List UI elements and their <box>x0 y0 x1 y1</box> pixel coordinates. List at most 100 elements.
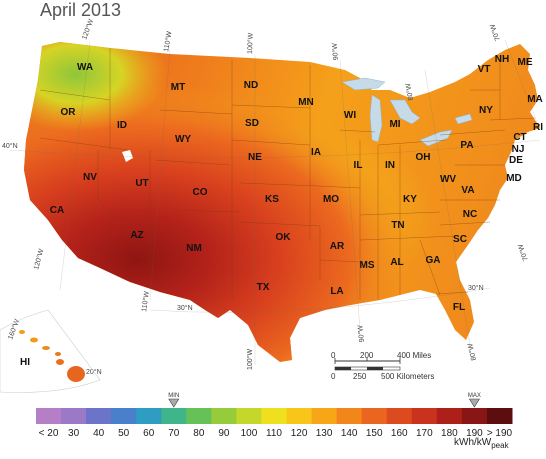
legend-tick-label: 120 <box>291 428 308 439</box>
scale-miles-200: 200 <box>360 351 374 360</box>
state-label-mi: MI <box>389 119 400 130</box>
coordinate-label: 70°W <box>488 23 502 42</box>
state-label-hi: HI <box>20 357 30 368</box>
legend-tick-label: 160 <box>391 428 408 439</box>
legend-swatch <box>286 408 313 424</box>
legend-swatch <box>136 408 162 424</box>
legend-tick-label: 180 <box>441 428 458 439</box>
legend-swatch <box>236 408 262 424</box>
state-label-tx: TX <box>257 282 270 293</box>
legend-min-marker-label: MIN <box>168 393 179 399</box>
legend-swatch <box>361 408 388 424</box>
state-label-fl: FL <box>453 302 465 313</box>
coordinate-label: 90°W <box>356 324 366 342</box>
legend-tick-labels: < 20 30 40 50 60 70 80 90 100 110 120 130 140 150 160 1… <box>39 428 513 439</box>
state-borders <box>39 48 536 300</box>
coordinate-label: 40°N <box>2 142 18 150</box>
legend-swatch <box>261 408 288 424</box>
state-label-mn: MN <box>298 97 314 108</box>
state-label-ky: KY <box>403 194 417 205</box>
coordinate-label: 30°N <box>468 284 484 292</box>
state-label-or: OR <box>61 107 77 118</box>
legend-min-marker: MIN <box>168 393 180 408</box>
scale-km-500: 500 Kilometers <box>381 372 434 381</box>
coordinate-label: 80°W <box>466 342 478 361</box>
state-label-ne: NE <box>248 152 262 163</box>
legend-tick-label: 30 <box>68 428 80 439</box>
legend-swatch <box>311 408 338 424</box>
state-label-mo: MO <box>323 194 339 205</box>
legend-swatch <box>61 408 87 424</box>
state-label-id: ID <box>117 120 127 131</box>
state-label-nc: NC <box>463 209 477 220</box>
map-title: April 2013 <box>40 0 122 20</box>
state-label-ga: GA <box>426 255 441 266</box>
state-label-tn: TN <box>391 220 404 231</box>
legend-tick-label: 60 <box>143 428 155 439</box>
state-label-nj: NJ <box>512 144 525 155</box>
coordinate-label: 120°W <box>32 248 45 271</box>
state-label-wv: WV <box>440 174 456 185</box>
state-label-me: ME <box>518 57 533 68</box>
legend-tick-label: 100 <box>241 428 258 439</box>
legend-unit-main: kWh/kW <box>454 437 492 448</box>
legend-swatch <box>86 408 112 424</box>
state-label-ny: NY <box>479 105 493 116</box>
coordinate-label: 80°W <box>404 82 415 101</box>
scale-km-250: 250 <box>353 372 367 381</box>
state-label-nh: NH <box>495 54 509 65</box>
legend-swatch <box>461 408 488 424</box>
scale-km-0: 0 <box>331 372 336 381</box>
legend-tick-label: 110 <box>266 428 282 439</box>
coordinate-label: 90°W <box>330 42 340 60</box>
great-lakes <box>341 77 473 147</box>
legend-tick-label: > 190 <box>487 428 513 439</box>
hawaii-inset <box>0 309 101 393</box>
legend-max-marker: MAX <box>468 393 481 408</box>
state-label-nv: NV <box>83 172 97 183</box>
legend-max-marker-label: MAX <box>468 393 481 399</box>
legend-swatch <box>111 408 137 424</box>
state-label-ok: OK <box>276 232 292 243</box>
legend-swatch <box>211 408 237 424</box>
legend-swatch <box>36 408 62 424</box>
coordinate-label: 110°W <box>140 290 151 312</box>
state-label-in: IN <box>385 160 395 171</box>
state-label-ar: AR <box>330 241 345 252</box>
state-labels: WA OR ID MT WY NV UT CO CA AZ NM ND SD NE KS OK TX MN IA MO… <box>20 54 543 368</box>
state-label-ca: CA <box>50 205 64 216</box>
state-label-ms: MS <box>360 260 375 271</box>
scale-miles-0: 0 <box>331 351 336 360</box>
legend-min-marker-triangle <box>168 398 180 408</box>
legend-swatch <box>186 408 212 424</box>
coordinate-label: 110°W <box>162 30 174 52</box>
state-label-pa: PA <box>460 140 473 151</box>
scale-bar: 0 200 400 Miles 0 250 500 Kilometers <box>331 351 434 381</box>
graticule <box>9 39 541 365</box>
state-label-wi: WI <box>344 110 356 121</box>
legend-tick-label: 140 <box>341 428 358 439</box>
legend-tick-label: 130 <box>316 428 333 439</box>
legend-tick-label: 90 <box>218 428 230 439</box>
state-label-wy: WY <box>175 134 191 145</box>
state-label-nm: NM <box>186 243 202 254</box>
state-label-va: VA <box>461 185 474 196</box>
legend-swatch <box>436 408 463 424</box>
state-label-oh: OH <box>416 152 431 163</box>
color-legend: < 20 30 40 50 60 70 80 90 100 110 120 130 140 150 160 1… <box>36 393 513 450</box>
coordinate-label: 30°N <box>177 304 193 312</box>
state-label-vt: VT <box>478 64 491 75</box>
coordinate-label: 100°W <box>246 349 254 370</box>
legend-unit: kWh/kWpeak <box>454 437 510 450</box>
legend-tick-label: 70 <box>168 428 180 439</box>
legend-swatch <box>411 408 438 424</box>
state-label-wa: WA <box>77 62 93 73</box>
state-label-co: CO <box>193 187 208 198</box>
legend-tick-label: 40 <box>93 428 105 439</box>
state-label-ut: UT <box>135 178 148 189</box>
state-label-il: IL <box>354 160 363 171</box>
coordinate-label: 100°W <box>246 32 255 54</box>
legend-tick-label: 50 <box>118 428 130 439</box>
state-label-nd: ND <box>244 80 258 91</box>
